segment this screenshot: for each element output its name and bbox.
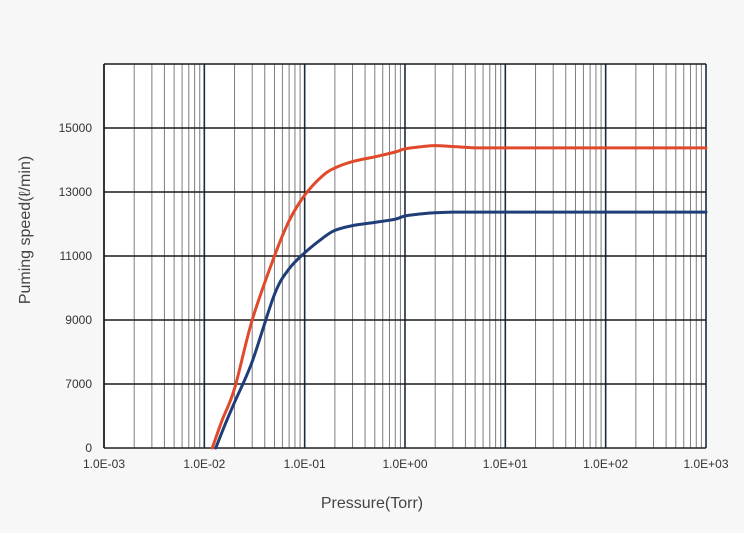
x-tick-label: 1.0E-03 xyxy=(83,457,125,471)
x-tick-label: 1.0E+00 xyxy=(382,457,427,471)
y-tick-label: 13000 xyxy=(59,185,93,199)
x-tick-label: 1.0E-01 xyxy=(284,457,326,471)
major-gridlines xyxy=(103,63,707,448)
x-tick-label: 1.0E-02 xyxy=(183,457,225,471)
x-tick-label: 1.0E+03 xyxy=(683,457,728,471)
series-line-2 xyxy=(214,210,708,450)
y-tick-label: 0 xyxy=(85,441,92,455)
x-tick-label: 1.0E+01 xyxy=(483,457,528,471)
x-tick-labels: 1.0E-03 1.0E-02 1.0E-01 1.0E+00 1.0E+01 1.0E+… xyxy=(83,457,729,471)
x-tick-label: 1.0E+02 xyxy=(583,457,628,471)
axes xyxy=(103,64,706,449)
y-tick-label: 11000 xyxy=(60,249,93,263)
y-tick-label: 7000 xyxy=(65,377,92,391)
y-axis-title: Puming speed(ℓ/min) xyxy=(17,156,34,304)
y-tick-labels: 0 7000 9000 11000 13000 15000 xyxy=(59,121,93,455)
y-tick-label: 15000 xyxy=(59,121,93,135)
series-line-1 xyxy=(210,144,708,450)
series-layer xyxy=(210,144,708,450)
y-tick-label: 9000 xyxy=(65,313,92,327)
x-axis-title: Pressure(Torr) xyxy=(321,495,423,512)
